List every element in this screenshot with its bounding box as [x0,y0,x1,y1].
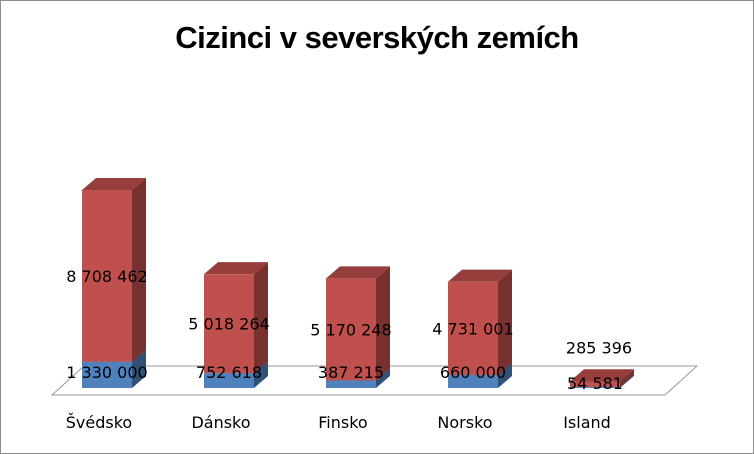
bar-svedsko-s1-front [82,361,132,388]
bars-group [82,178,634,388]
bar-norsko-s2-side [498,269,512,375]
data-label-norsko-s2: 4 731 001 [432,319,513,338]
bar-dansko-s2-side [254,262,268,374]
bar-island-s2-side [620,369,634,387]
bar-dansko-s2-front [204,274,254,374]
bar-finsko-s2-front [326,278,376,381]
data-label-finsko-s1: 387 215 [318,363,384,382]
data-label-dansko-s1: 752 618 [196,363,262,382]
data-label-svedsko-s2: 8 708 462 [66,267,147,286]
category-label-island: Island [563,413,611,432]
bar-island-s1-side [620,374,634,388]
bar-norsko-s1-side [498,362,512,388]
category-labels-group: Švédsko Dánsko Finsko Norsko Island [66,413,611,432]
data-label-norsko-s1: 660 000 [440,363,506,382]
data-label-dansko-s2: 5 018 264 [188,315,269,334]
bar-norsko-s2-top [448,269,512,282]
bar-finsko-s1-side [376,368,390,388]
chart-title: Cizinci v severských zemích [175,20,579,55]
bar-norsko-s1-front [448,374,498,388]
bar-island-s2-front [570,381,620,387]
data-label-island-s2: 285 396 [566,338,632,357]
bar-finsko-s2-top [326,266,390,279]
bar-svedsko-s2-front [82,190,132,362]
bar-norsko-segment-2 [448,269,512,375]
bar-svedsko-segment-2 [82,178,146,362]
bar-svedsko-s2-top [82,178,146,190]
data-label-svedsko-s1: 1 330 000 [66,363,147,382]
bar-svedsko-s1-side [132,349,146,388]
bar-norsko-s2-front [448,281,498,375]
bar-island-s1-front [570,386,620,388]
data-label-island-s1: 54 581 [567,374,623,393]
bar-dansko-s2-top [204,262,268,275]
data-labels-group: 1 330 000 8 708 462 752 618 5 018 264 387 21… [66,267,632,393]
category-label-norsko: Norsko [437,413,492,432]
data-label-finsko-s2: 5 170 248 [310,320,391,339]
bar-svedsko-s2-side [132,178,146,362]
category-label-finsko: Finsko [318,413,367,432]
bar-finsko-segment-2 [326,266,390,381]
category-label-svedsko: Švédsko [66,413,132,432]
bar-finsko-s2-side [376,266,390,381]
bar-dansko-s1-front [204,373,254,388]
bar-finsko-s1-front [326,380,376,388]
bar-dansko-segment-2 [204,262,268,374]
bar-island-segment-2 [570,369,634,387]
category-label-dansko: Dánsko [191,413,250,432]
bar-dansko-s1-side [254,361,268,388]
bar-island-s2-top [570,369,634,382]
